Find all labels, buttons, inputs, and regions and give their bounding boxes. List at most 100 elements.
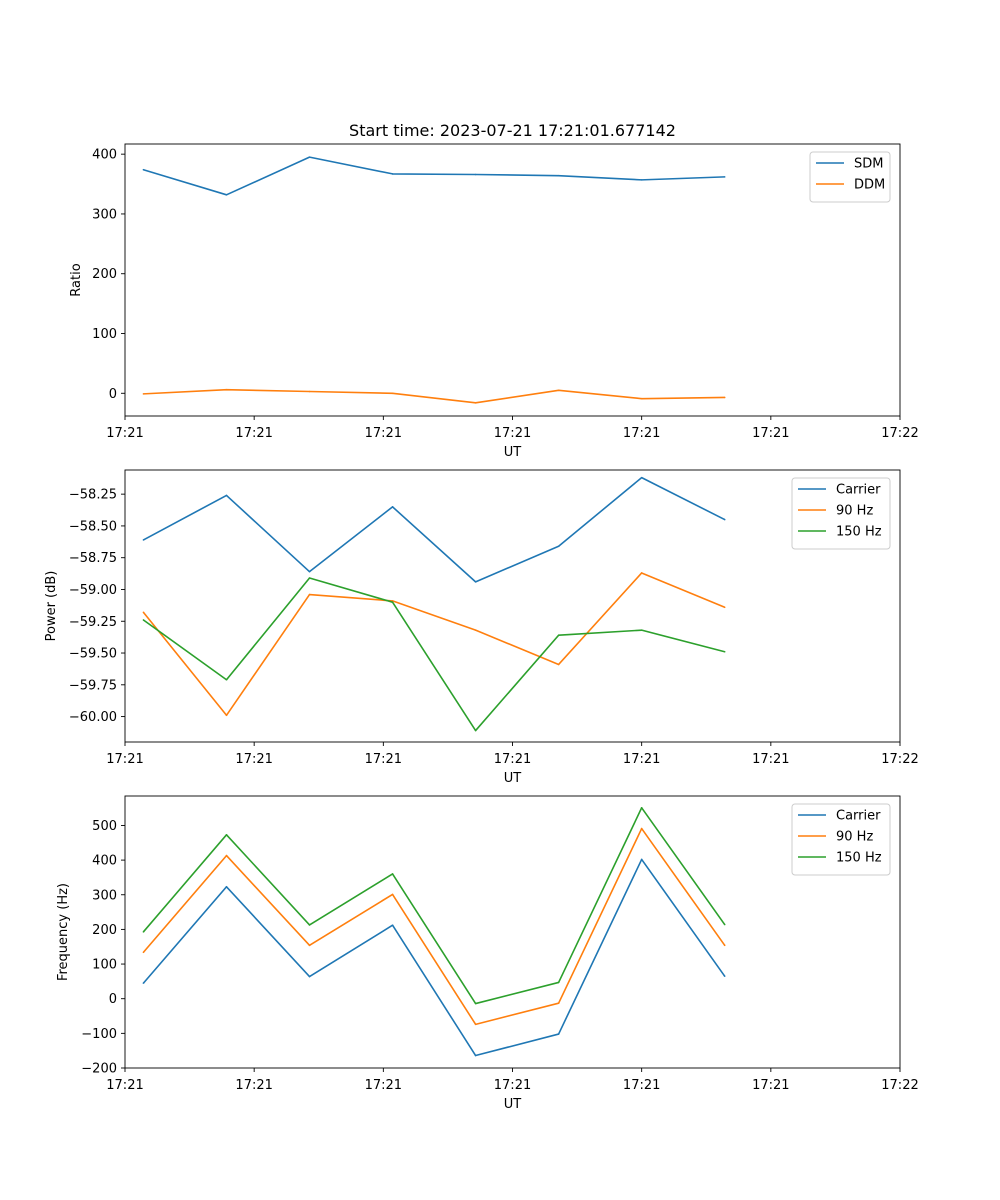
x-tick-label: 17:21	[623, 752, 660, 767]
data-point	[557, 174, 560, 177]
legend-label: Carrier	[836, 809, 881, 824]
x-tick-label: 17:21	[106, 752, 143, 767]
data-point	[557, 663, 560, 666]
y-tick-label: −58.25	[69, 488, 117, 503]
data-point	[723, 396, 726, 399]
series-group	[142, 806, 726, 1057]
data-point	[142, 931, 145, 933]
y-tick-label: −59.25	[69, 615, 117, 630]
x-tick-label: 17:21	[365, 426, 402, 441]
data-point	[474, 402, 477, 404]
x-tick-label: 17:21	[494, 752, 531, 767]
data-point	[308, 593, 311, 596]
data-point	[308, 924, 311, 926]
data-point	[723, 518, 726, 521]
data-point	[474, 173, 477, 176]
legend: SDM DDM	[809, 151, 891, 203]
series-line-150-hz	[142, 806, 726, 1005]
y-tick-label: −59.75	[69, 678, 117, 693]
data-point	[142, 393, 145, 395]
series-line-150-hz	[142, 577, 725, 732]
y-tick-label: 0	[109, 992, 117, 1007]
y-tick-label: 500	[92, 819, 117, 834]
x-tick-label: 17:21	[752, 426, 789, 441]
legend-label: 150 Hz	[836, 851, 882, 866]
data-point	[308, 577, 311, 579]
data-point	[391, 601, 394, 603]
x-tick-label: 17:21	[494, 1078, 531, 1093]
data-point	[308, 570, 311, 573]
data-point	[474, 729, 477, 732]
legend-label: 150 Hz	[836, 525, 882, 540]
data-point	[142, 982, 145, 984]
data-point	[225, 714, 228, 717]
x-tick-label: 17:21	[752, 1078, 789, 1093]
data-point	[640, 397, 643, 400]
data-point	[391, 392, 394, 395]
y-tick-label: −58.50	[69, 519, 117, 534]
data-point	[308, 944, 311, 947]
x-axis-label: UT	[504, 771, 522, 786]
y-tick-label: −60.00	[69, 710, 117, 725]
x-tick-label: 17:21	[106, 426, 143, 441]
data-point	[225, 194, 228, 196]
data-point	[225, 388, 228, 391]
x-tick-label: 17:21	[752, 752, 789, 767]
series-line-90-hz	[142, 827, 726, 1026]
data-point	[142, 539, 145, 541]
data-point	[557, 981, 560, 984]
legend: Carrier 90 Hz 150 Hz	[791, 803, 891, 876]
data-point	[474, 1002, 477, 1005]
y-tick-label: 200	[92, 923, 117, 938]
y-axis-label: Frequency (Hz)	[56, 883, 71, 981]
x-axis-label: UT	[504, 1097, 522, 1112]
data-point	[142, 619, 145, 621]
data-point	[640, 572, 643, 574]
y-tick-label: −59.50	[69, 647, 117, 662]
data-point	[723, 923, 726, 926]
y-tick-label: −200	[81, 1062, 117, 1077]
y-tick-label: 100	[92, 958, 117, 973]
data-point	[474, 629, 477, 631]
y-tick-label: 200	[92, 267, 117, 282]
x-tick-label: 17:21	[106, 1078, 143, 1093]
chart-panel-2: 17:21 17:21 17:21 17:21 17:21 17:21 17:22 −60.0…	[44, 469, 919, 786]
series-line-90-hz	[142, 572, 726, 717]
data-point	[225, 885, 228, 888]
data-point	[640, 179, 643, 181]
data-point	[557, 545, 560, 548]
series-group	[142, 156, 726, 404]
x-tick-label: 17:21	[365, 752, 402, 767]
x-tick-label: 17:22	[881, 752, 918, 767]
data-point	[308, 156, 311, 158]
data-point	[225, 494, 228, 497]
y-tick-label: 300	[92, 207, 117, 222]
chart-panel-1: 17:21 17:21 17:21 17:21 17:21 17:21 17:22 0 100 2…	[69, 121, 919, 460]
data-point	[308, 975, 311, 978]
x-tick-label: 17:21	[235, 426, 272, 441]
x-tick-label: 17:22	[881, 1078, 918, 1093]
y-tick-label: −59.00	[69, 583, 117, 598]
x-tick-label: 17:21	[235, 1078, 272, 1093]
legend-box	[809, 151, 891, 203]
data-point	[391, 893, 394, 896]
legend-label: DDM	[854, 178, 885, 193]
data-point	[640, 476, 643, 479]
data-point	[391, 506, 394, 508]
y-axis-label: Power (dB)	[44, 571, 59, 642]
data-point	[640, 806, 643, 809]
series-line-carrier	[143, 476, 726, 583]
y-tick-label: 0	[109, 387, 117, 402]
y-tick-label: −100	[81, 1027, 117, 1042]
data-point	[557, 1033, 560, 1035]
y-axis-label: Ratio	[69, 263, 84, 296]
series-group	[142, 476, 726, 732]
data-point	[723, 176, 726, 178]
y-tick-label: 400	[92, 148, 117, 163]
data-point	[723, 975, 726, 977]
x-tick-label: 17:21	[623, 1078, 660, 1093]
x-tick-label: 17:21	[235, 752, 272, 767]
data-point	[474, 1023, 477, 1026]
data-point	[142, 168, 145, 171]
x-tick-label: 17:22	[881, 426, 918, 441]
